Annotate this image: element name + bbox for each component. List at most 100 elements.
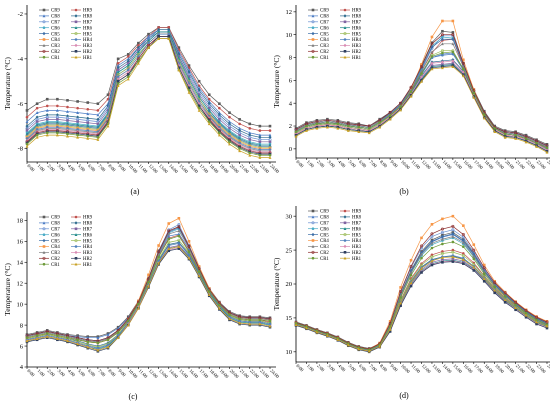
data-point-CR9 [187, 64, 191, 67]
data-point-HR1 [76, 135, 80, 139]
data-point-CR4 [535, 315, 538, 318]
data-point-HR1 [258, 155, 262, 159]
data-point-HR1 [268, 324, 272, 328]
panel-label: (c) [129, 392, 138, 401]
x-tick-label: 17:00 [198, 163, 209, 174]
legend-swatch-marker [311, 250, 315, 254]
data-point-HR2 [503, 301, 507, 304]
data-point-HR7 [248, 138, 252, 141]
x-tick-label: 23:00 [259, 163, 270, 174]
data-point-HR2 [126, 73, 130, 76]
legend-label: HR6 [83, 26, 93, 31]
data-point-CR8 [238, 126, 242, 130]
data-point-HR6 [116, 70, 120, 74]
legend-label: HR9 [352, 9, 362, 14]
legend-swatch-marker [42, 233, 46, 236]
x-tick-label: 6:00 [87, 163, 97, 173]
data-point-HR1 [147, 46, 150, 49]
data-point-HR2 [545, 326, 549, 330]
series-CR5 [25, 32, 272, 148]
data-point-HR9 [430, 253, 434, 257]
data-point-CR4 [177, 216, 181, 220]
legend-swatch-marker [311, 244, 315, 248]
x-tick-label: 16:00 [463, 363, 474, 374]
legend-item-CR9: CR9 [39, 215, 60, 221]
legend-label: CR4 [51, 38, 60, 43]
data-point-HR1 [248, 153, 252, 157]
data-point-HR1 [472, 95, 476, 99]
legend-swatch-marker [42, 262, 46, 266]
data-point-HR1 [258, 322, 262, 326]
series-line-HR5 [26, 239, 271, 348]
legend-label: CR3 [320, 245, 329, 250]
data-point-CR1 [116, 331, 120, 334]
legend-swatch-marker [343, 8, 347, 12]
data-point-HR1 [45, 335, 49, 338]
data-point-HR1 [378, 125, 382, 129]
x-tick-label: 0:00 [26, 163, 36, 173]
data-point-HR6 [126, 63, 130, 67]
data-point-HR2 [409, 284, 413, 288]
series-HR1 [294, 255, 549, 353]
y-axis-title: Temperature (°C) [3, 57, 12, 110]
data-point-CR1 [268, 153, 272, 157]
data-point-CR8 [167, 234, 171, 238]
data-point-HR1 [96, 138, 100, 141]
x-tick-label: 12:00 [148, 368, 159, 379]
data-point-HR1 [482, 116, 486, 120]
legend-label: HR4 [352, 239, 362, 244]
legend-label: HR8 [83, 15, 93, 20]
data-point-CR9 [116, 57, 120, 61]
legend-item-HR9: HR9 [71, 8, 93, 14]
data-point-CR1 [25, 142, 29, 146]
y-axis-title: Temperature (°C) [272, 257, 281, 310]
data-point-HR1 [503, 298, 507, 301]
legend-item-CR4: CR4 [308, 239, 329, 244]
data-point-HR1 [472, 265, 476, 269]
x-tick-label: 19:00 [494, 159, 505, 170]
x-tick-label: 17:00 [198, 368, 209, 379]
chart-panel-2: 0 2 4 6 8 10 12 0:00 1:00 2:00 3:00 4:00 5:00 6:00 7:0… [272, 5, 550, 196]
y-tick-label: 30 [286, 213, 293, 220]
y-tick-label: 25 [286, 247, 293, 254]
data-point-HR8 [45, 113, 49, 117]
data-point-CR1 [315, 122, 319, 126]
x-tick-label: 8:00 [379, 363, 389, 373]
y-tick-label: -8 [18, 146, 23, 153]
data-point-HR1 [346, 129, 350, 132]
legend-label: HR5 [83, 239, 93, 244]
legend-swatch-marker [343, 221, 347, 225]
data-point-CR3 [430, 241, 434, 245]
data-point-CR6 [441, 35, 444, 39]
legend-label: CR7 [320, 21, 329, 26]
data-point-CR1 [472, 91, 476, 95]
x-tick-label: 22:00 [249, 368, 260, 379]
data-point-HR9 [126, 55, 130, 58]
data-point-HR1 [35, 135, 39, 139]
x-tick-label: 13:00 [158, 163, 169, 174]
data-point-CR8 [86, 336, 90, 339]
series-HR1 [25, 37, 272, 159]
data-point-CR5 [430, 239, 434, 243]
legend-label: HR7 [83, 21, 93, 26]
x-tick-label: 17:00 [473, 363, 484, 374]
legend-label: CR7 [51, 228, 60, 233]
legend-label: HR5 [352, 32, 362, 37]
series-CR8 [25, 28, 272, 137]
data-point-CR1 [147, 280, 150, 284]
data-point-HR1 [409, 94, 413, 98]
data-point-HR6 [157, 30, 161, 34]
legend-swatch-marker [343, 209, 347, 213]
data-point-HR2 [167, 35, 171, 38]
x-tick-label: 22:00 [525, 363, 536, 374]
data-point-HR1 [25, 144, 29, 148]
data-point-HR5 [167, 240, 171, 244]
legend-label: CR6 [320, 26, 329, 31]
legend-label: HR7 [83, 228, 93, 233]
legend-item-HR2: HR2 [340, 251, 362, 256]
x-tick-label: 0:00 [26, 368, 36, 378]
data-point-CR1 [441, 242, 444, 246]
data-point-HR1 [45, 133, 49, 137]
data-point-HR1 [524, 140, 528, 144]
data-point-HR1 [399, 301, 403, 305]
